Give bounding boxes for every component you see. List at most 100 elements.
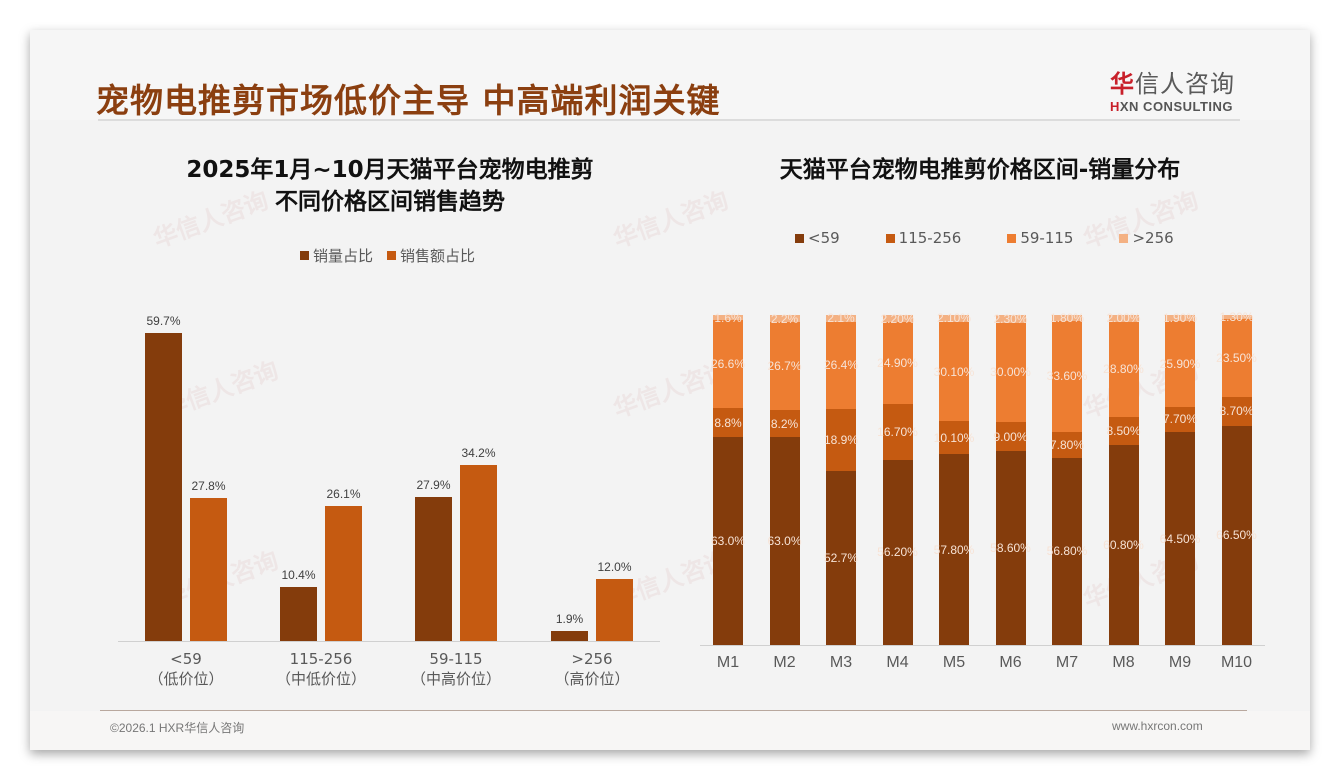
segment-value-label: 63.0% [767,534,802,549]
month-label: M6 [999,654,1022,671]
stacked-segment [1052,320,1082,432]
footer-copyright: ©2026.1 HXR华信人咨询 [110,721,245,735]
segment-value-label: 8.70% [1219,404,1254,419]
segment-value-label: 58.60% [990,541,1031,556]
logo-en: HXN CONSULTING [1110,99,1235,114]
stacked-segment [826,321,856,409]
stacked-segment [1108,444,1139,645]
segment-value-label: 8.8% [714,415,742,430]
stacked-segment [1052,315,1082,321]
legend-label: 销量占比 [313,247,374,265]
stacked-segment [826,471,856,645]
segment-value-label: 66.50% [1216,528,1257,543]
legend-swatch-icon [795,233,804,243]
segment-value-label: 1.80% [1049,310,1085,325]
legend-label: >256 [1132,229,1174,247]
segment-value-label: 18.9% [823,433,859,448]
logo-cn: 华信人咨询 [1110,64,1235,99]
legend-label: 59-115 [1020,229,1074,247]
stacked-segment [995,451,1026,645]
legend-item: <59 [795,229,840,247]
stacked-segment [1108,315,1139,322]
month-label: M2 [773,654,796,671]
month-label: M3 [829,654,853,671]
stacked-segment [995,322,1026,422]
stacked-segment [1052,431,1082,458]
bar-value-label: 59.7% [146,314,181,328]
segment-value-label: 24.90% [877,356,918,371]
legend-label: <59 [808,229,840,247]
month-label: M8 [1112,654,1135,671]
legend-item: 59-115 [1007,229,1073,247]
stacked-segment [713,315,743,321]
logo: 华信人咨询 HXN CONSULTING [1110,64,1235,114]
left-x-axis [118,641,660,642]
stacked-segment [1165,432,1195,645]
logo-cn-mark: 华 [1110,70,1135,98]
bar-value-label: 12.0% [597,560,632,575]
stacked-segment [939,454,969,645]
page-title: 宠物电推剪市场低价主导 中高端利润关键 [96,81,721,120]
segment-value-label: 26.4% [823,358,859,373]
bar [325,506,362,641]
legend-swatch-icon [1007,233,1017,243]
segment-value-label: 2.1% [827,311,855,326]
footer-website[interactable]: www.hxrcon.com [1112,719,1203,733]
stacked-segment [882,322,913,405]
legend-label: 115-256 [898,229,962,247]
bar-value-label: 27.9% [416,478,451,493]
stacked-segment [939,315,969,322]
bar [551,631,588,641]
right-x-axis [700,645,1265,646]
stacked-segment [1221,315,1252,320]
stacked-segment [1052,457,1082,645]
stacked-segment [882,459,913,645]
legend-swatch-icon [387,251,397,260]
stacked-segment [769,437,800,645]
month-label: M10 [1220,654,1253,671]
left-chart-title: 2025年1月~10月天猫平台宠物电推剪 不同价格区间销售趋势 [110,154,670,218]
stacked-segment [995,421,1026,452]
segment-value-label: 8.50% [1106,423,1141,438]
category-label: >256 （高价位） [554,650,630,688]
legend-item: 销量占比 [300,245,373,266]
right-chart-title: 天猫平台宠物电推剪价格区间-销量分布 [779,157,1181,183]
segment-value-label: 1.90% [1162,311,1198,326]
month-label: M1 [716,654,740,671]
legend-swatch-icon [1119,233,1129,243]
right-chart-legend: <59 115-256 59-115 >256 [795,229,1220,247]
stacked-segment [1165,321,1195,407]
segment-value-label: 2.10% [936,311,972,326]
bar [145,333,182,641]
stacked-segment [826,408,856,472]
segment-value-label: 60.80% [1103,537,1144,552]
segment-value-label: 9.00% [993,429,1028,444]
stacked-segment [882,315,913,323]
segment-value-label: 26.7% [767,359,802,374]
slide: 宠物电推剪市场低价主导 中高端利润关键 华信人咨询 HXN CONSULTING… [30,30,1310,750]
segment-value-label: 57.80% [933,542,975,557]
segment-value-label: 2.00% [1106,311,1141,326]
segment-value-label: 2.2% [770,311,799,326]
stacked-segment [1165,315,1195,322]
segment-value-label: 1.30% [1219,310,1254,325]
month-label: M7 [1055,654,1079,671]
stacked-segment [769,315,800,323]
segment-value-label: 2.30% [993,311,1028,326]
stacked-segment [995,315,1026,323]
segment-value-label: 23.50% [1216,351,1257,366]
segment-value-label: 52.7% [823,551,859,566]
bar-value-label: 26.1% [326,487,361,502]
segment-value-label: 64.50% [1159,531,1201,546]
bar-value-label: 10.4% [281,568,316,583]
stacked-segment [769,322,800,411]
legend-item: 115-256 [885,229,962,247]
stacked-segment [1108,321,1139,417]
segment-value-label: 33.60% [1046,369,1088,384]
segment-value-label: 30.10% [933,364,975,379]
bar-value-label: 34.2% [461,445,496,460]
stacked-segment [1165,406,1195,433]
header [30,30,1310,120]
stacked-segment [1221,396,1252,426]
bar [415,497,452,641]
